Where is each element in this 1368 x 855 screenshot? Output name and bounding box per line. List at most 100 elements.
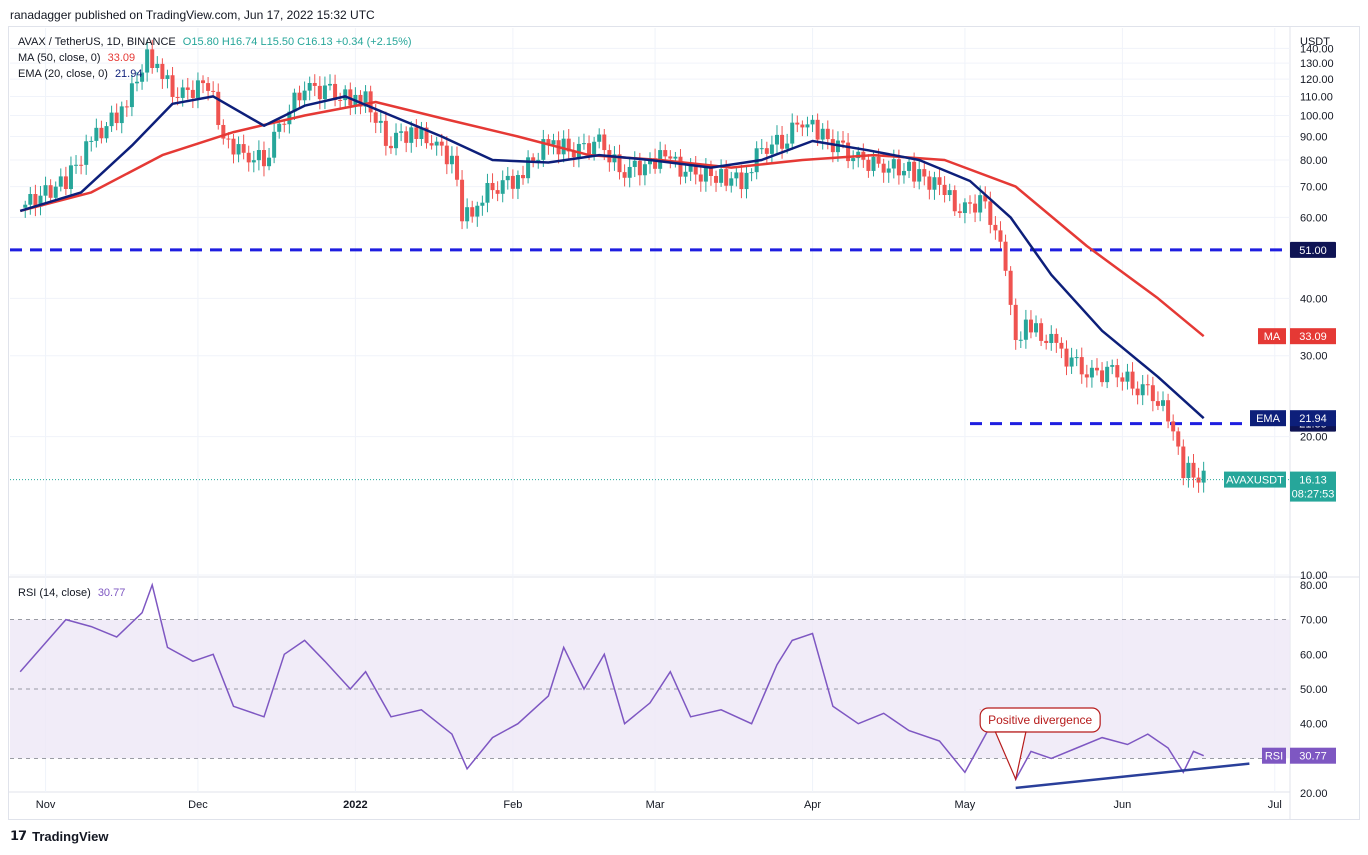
candle-body [795,122,800,125]
candle-body [581,143,586,145]
candle-body [703,166,708,182]
candle-body [165,75,170,79]
candle-body [104,126,109,139]
candle-body [1115,365,1120,378]
indicator-value-label: 21.94 [1299,413,1327,425]
ema-legend-value: 21.94 [114,68,143,80]
candle-body [1110,365,1115,367]
candle-body [38,195,43,207]
candle-body [216,91,221,125]
annotation-callout [979,707,1101,733]
candle-body [1186,462,1191,479]
candle-body [927,176,932,190]
candle-body [729,178,734,186]
candle-body [63,176,68,189]
candle-body [749,172,754,174]
candle-body [886,168,891,173]
candle-body [424,127,429,144]
candle-body [1161,400,1166,406]
candle-body [383,120,388,146]
candle-body [79,164,84,166]
candle-body [261,150,266,167]
candle-body [201,80,206,84]
candle-body [221,124,226,139]
candle-body [1008,270,1013,305]
candle-body [68,165,73,189]
price-tick-label: 30.00 [1300,351,1328,363]
candle-body [1145,384,1150,386]
candle-body [526,157,531,179]
candle-body [460,179,465,222]
rsi-legend: RSI (14, close) 30.77 [18,586,125,600]
price-tick-label: 40.00 [1300,293,1328,305]
candle-body [378,120,383,123]
candle-body [993,224,998,231]
candle-body [195,80,200,98]
candle-body [1074,357,1079,359]
candle-body [272,131,277,158]
candle-body [587,143,592,156]
rsi-value-tag [1290,747,1336,764]
tradingview-logo-icon: 𝟭𝟳 [10,828,27,843]
rsi-tick-label: 80.00 [1300,580,1328,592]
candle-body [1084,374,1089,378]
candle-body [790,122,795,144]
time-tick-label: Nov [36,799,56,811]
candle-body [1176,431,1181,447]
candle-body [846,142,851,162]
candle-body [983,195,988,202]
price-grid [10,47,1290,576]
candle-body [231,138,236,155]
candle-body [693,165,698,175]
candle-body [373,112,378,123]
candles [23,39,1206,493]
candle-body [1125,371,1130,382]
candle-body [84,141,89,165]
level-tag [1290,241,1336,258]
candle-body [698,174,703,182]
footer-brand[interactable]: 𝟭𝟳 TradingView [10,828,108,844]
last-price-tag [1290,471,1336,502]
candle-body [876,156,881,164]
candle-body [901,170,906,176]
candle-body [465,207,470,222]
time-tick-label: 2022 [343,799,367,811]
candle-body [1039,323,1044,341]
price-tick-label: 20.00 [1300,432,1328,444]
candle-body [434,141,439,146]
indicator-tag [1250,410,1286,427]
candle-body [292,92,297,112]
candle-body [622,172,627,178]
rsi-tick-label: 40.00 [1300,719,1328,731]
candle-body [1120,377,1125,382]
level-tag-label: 51.00 [1299,245,1327,257]
countdown-label: 08:27:53 [1292,489,1335,501]
ema-legend-label[interactable]: EMA (20, close, 0) [18,68,108,80]
candle-body [678,156,683,177]
candle-body [978,195,983,213]
candle-body [541,139,546,160]
candle-body [612,154,617,163]
candle-body [764,148,769,154]
candle-body [1028,319,1033,333]
candle-body [343,89,348,101]
candle-body [1155,401,1160,406]
candle-body [1094,367,1099,371]
candle-body [48,185,53,198]
rsi-legend-label[interactable]: RSI (14, close) [18,587,91,599]
rsi-tick-label: 50.00 [1300,684,1328,696]
candle-body [1150,385,1155,402]
candle-body [769,144,774,154]
candle-body [1171,421,1176,432]
candle-body [490,183,495,191]
candle-body [841,140,846,143]
price-unit-label: USDT [1300,36,1330,48]
ma-legend-label[interactable]: MA (50, close, 0) [18,52,101,64]
symbol-title[interactable]: AVAX / TetherUS, 1D, BINANCE [18,36,176,48]
candle-body [1034,323,1039,333]
candle-body [592,141,597,156]
candle-body [825,128,830,140]
candle-body [409,127,414,143]
indicator-value-tag [1290,328,1336,345]
